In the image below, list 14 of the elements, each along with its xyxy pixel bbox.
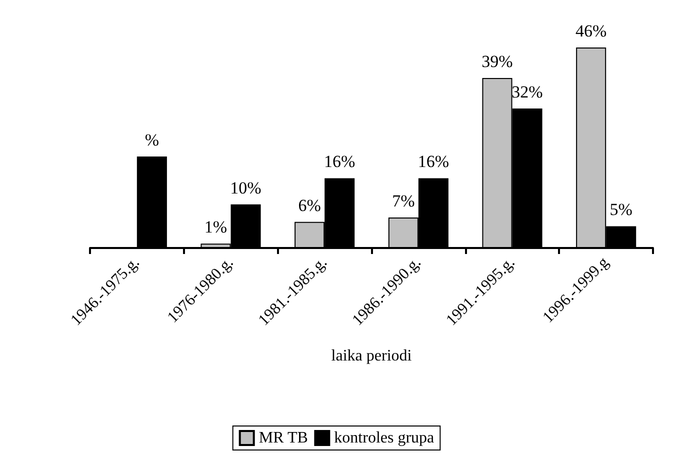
- data-label: 16%: [418, 152, 450, 172]
- legend-label: kontroles grupa: [334, 430, 434, 446]
- data-label: 1%: [204, 218, 228, 237]
- x-axis-title: laika periodi: [331, 348, 412, 364]
- data-label: 16%: [324, 152, 356, 172]
- data-label: 5%: [610, 200, 632, 220]
- data-label: %: [144, 130, 160, 150]
- legend-label: MR TB: [258, 430, 308, 446]
- data-label: 10%: [230, 178, 262, 198]
- data-label: 7%: [392, 191, 415, 210]
- data-label: 46%: [575, 21, 607, 40]
- data-label: 39%: [482, 52, 513, 71]
- data-label: 32%: [512, 82, 543, 102]
- data-label: 6%: [298, 196, 321, 215]
